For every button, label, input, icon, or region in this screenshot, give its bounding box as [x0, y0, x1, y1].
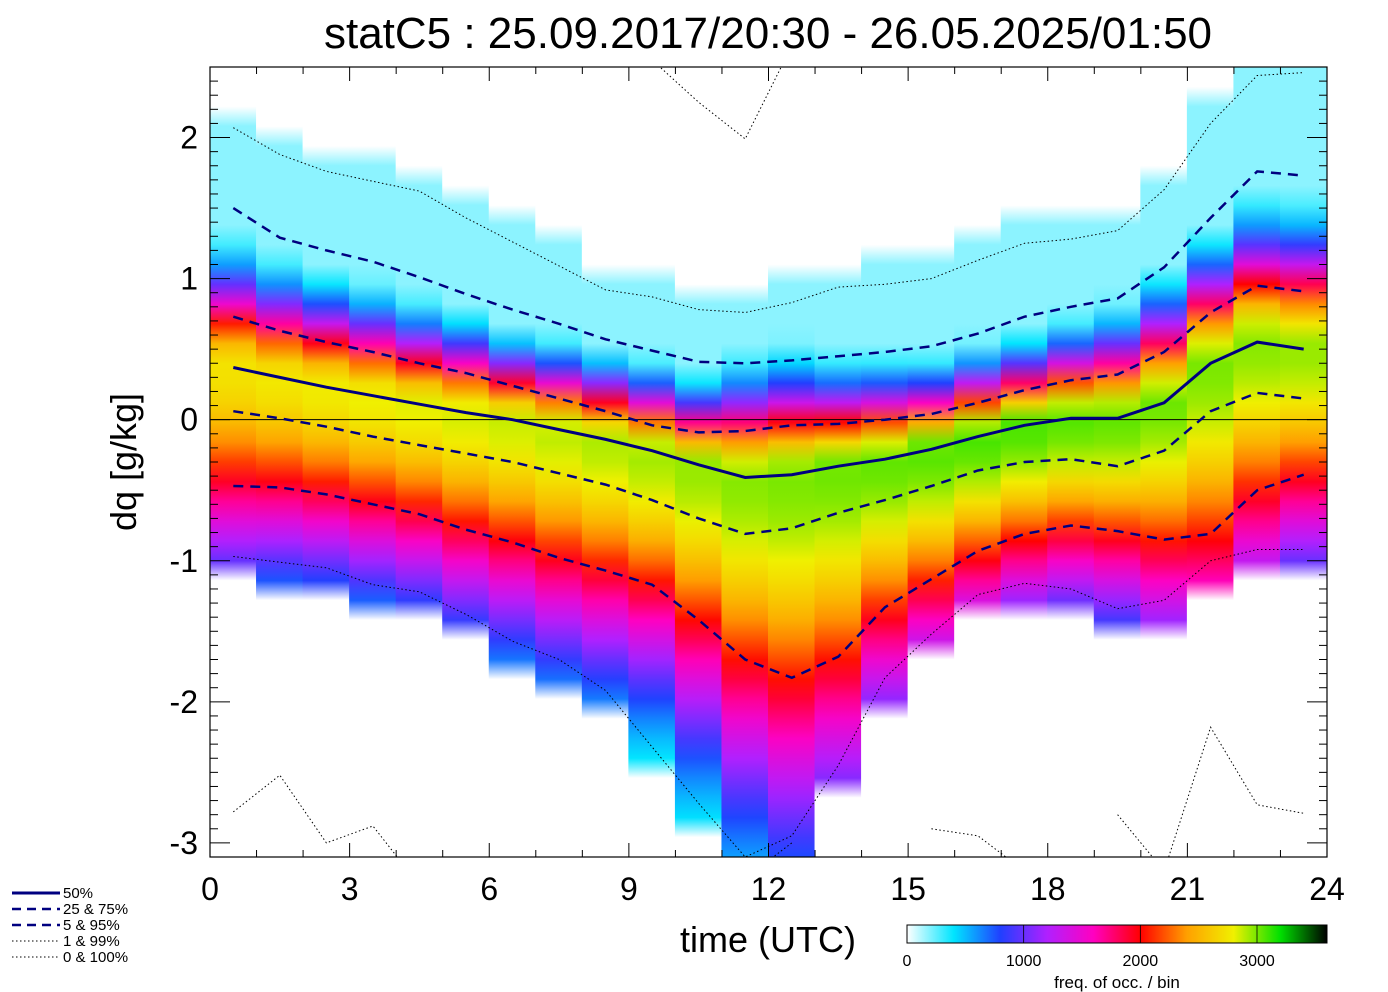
heatmap-column	[768, 67, 816, 857]
series-line	[232, 284, 1304, 434]
heatmap-column	[256, 67, 304, 857]
y-tick-label: 0	[180, 402, 198, 438]
x-tick-label: 15	[890, 871, 926, 907]
series-line	[233, 391, 1304, 536]
heatmap-column	[628, 67, 676, 857]
colorbar-tick-label: 1000	[1006, 953, 1042, 970]
series-line	[232, 774, 398, 857]
y-tick-label: -3	[170, 825, 198, 861]
series-line	[1117, 725, 1304, 857]
heatmap-column	[395, 67, 444, 857]
colorbar-tick-label: 0	[903, 953, 912, 970]
heatmap-column	[1233, 67, 1281, 857]
y-tick-label: 1	[180, 261, 198, 297]
x-tick-label: 0	[201, 871, 219, 907]
heatmap-column	[674, 67, 723, 857]
heatmap-column	[302, 67, 351, 857]
series-line	[659, 67, 782, 140]
heatmap-column	[442, 67, 490, 857]
density-heatmap	[210, 67, 1327, 857]
colorbar: 0 1000 2000 3000 freq. of occ. / bin	[903, 924, 1328, 992]
chart-title: statC5 : 25.09.2017/20:30 - 26.05.2025/0…	[324, 9, 1212, 58]
y-tick-label: -2	[170, 684, 198, 720]
heatmap-column	[721, 67, 769, 857]
colorbar-tick-label: 3000	[1239, 953, 1275, 970]
legend-label: 0 & 100%	[63, 949, 128, 966]
x-axis-label: time (UTC)	[680, 919, 856, 960]
series-line	[232, 170, 1304, 365]
x-tick-label: 21	[1170, 871, 1206, 907]
heatmap-column	[1186, 67, 1235, 857]
heatmap-column	[954, 67, 1002, 857]
x-tick-label: 12	[751, 871, 787, 907]
heatmap-column	[1047, 67, 1095, 857]
x-tick-label: 6	[480, 871, 498, 907]
legend: 50%25 & 75% 5 & 95% 1 & 99% 0 & 100%	[12, 885, 128, 966]
heatmap-column	[907, 67, 956, 857]
y-tick-label: 2	[180, 120, 198, 156]
colorbar-label: freq. of occ. / bin	[1054, 973, 1180, 992]
y-axis-label: dq [g/kg]	[103, 393, 144, 531]
heatmap-column	[1140, 67, 1188, 857]
legend-label: 25 & 75%	[63, 901, 128, 918]
series-line	[232, 340, 1304, 480]
heatmap-column	[349, 67, 397, 857]
legend-label: 5 & 95%	[63, 917, 120, 934]
legend-label: 1 & 99%	[63, 933, 120, 950]
legend-label: 50%	[63, 885, 93, 902]
heatmap-column	[581, 67, 630, 857]
x-tick-label: 3	[341, 871, 359, 907]
heatmap-column	[814, 67, 863, 857]
colorbar-tick-label: 2000	[1123, 953, 1159, 970]
heatmap-column	[1093, 67, 1142, 857]
colorbar-ticks: 0 1000 2000 3000	[903, 925, 1275, 970]
y-tick-label: -1	[170, 543, 198, 579]
x-tick-label: 9	[620, 871, 638, 907]
heatmap-column	[535, 67, 583, 857]
colorbar-gradient	[906, 924, 1328, 944]
heatmap-column	[488, 67, 537, 857]
x-tick-label: 24	[1309, 871, 1345, 907]
x-tick-label: 18	[1030, 871, 1066, 907]
series-line	[233, 72, 1304, 314]
